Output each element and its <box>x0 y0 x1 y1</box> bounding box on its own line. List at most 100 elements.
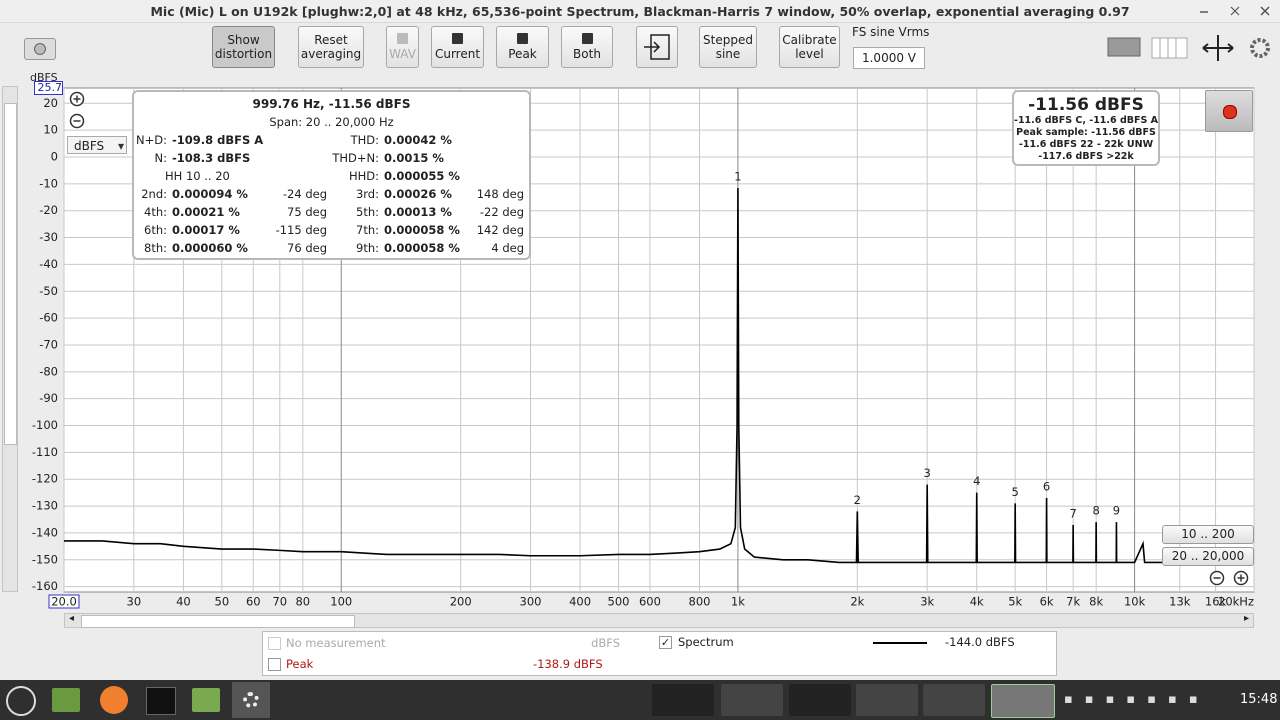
toolbar-button[interactable]: Stepped sine <box>699 26 757 68</box>
y-tick-label: -140 <box>32 525 58 539</box>
dist-value: 0.000060 % <box>172 241 248 255</box>
taskbar: ▪▪▪▪▪▪▪ 15:48 <box>0 680 1280 720</box>
menu-icon[interactable] <box>6 686 36 716</box>
level-line: -11.6 dBFS 22 - 22k UNW <box>1018 139 1154 150</box>
y-tick-label: 0 <box>51 150 58 164</box>
x-tick-label: 20.0 <box>51 595 77 609</box>
y-top-value[interactable]: 25.7 <box>34 81 63 95</box>
harmonic-label: 2 <box>854 493 861 507</box>
range-button[interactable]: 10 .. 200 <box>1162 525 1254 544</box>
y-tick-label: -160 <box>32 579 58 593</box>
view-icons[interactable] <box>1100 34 1272 62</box>
zoom-icons-right[interactable] <box>1208 569 1252 587</box>
y-tick-label: -40 <box>39 257 58 271</box>
y-tick-label: -10 <box>39 176 58 190</box>
dist-value: -109.8 dBFS A <box>172 133 264 147</box>
y-tick-label: -100 <box>32 418 58 432</box>
x-tick-label: 16k <box>1205 595 1227 609</box>
x-tick-label: 8k <box>1089 595 1103 609</box>
app-icon[interactable] <box>192 688 220 712</box>
dist-label: 5th: <box>356 205 379 219</box>
app-icon[interactable] <box>146 687 176 715</box>
dist-value: 0.00042 % <box>384 133 452 147</box>
zoom-icons-left[interactable] <box>68 91 86 131</box>
window-controls[interactable] <box>1195 4 1275 18</box>
v-scrollbar[interactable] <box>2 86 18 592</box>
x-tick-label: 100 <box>330 595 352 609</box>
y-tick-label: -150 <box>32 552 58 566</box>
workspace[interactable] <box>789 684 851 716</box>
dist-label: THD+N: <box>332 151 379 165</box>
y-tick-label: -130 <box>32 499 58 513</box>
x-tick-label: 20kHz <box>1218 595 1254 609</box>
button-label: Both <box>573 47 601 61</box>
fs-label: FS sine Vrms <box>852 25 930 39</box>
dist-label: HH 10 .. 20 <box>165 169 230 183</box>
x-tick-label: 50 <box>215 595 230 609</box>
dist-label: N: <box>154 151 167 165</box>
level-line: -117.6 dBFS >22k <box>1038 151 1134 162</box>
toolbar-button[interactable]: Reset averaging <box>298 26 364 68</box>
floppy-icon <box>581 33 593 44</box>
fs-input[interactable]: 1.0000 V <box>853 47 925 69</box>
x-tick-label: 70 <box>272 595 287 609</box>
record-button[interactable] <box>1205 90 1253 132</box>
tray-icons[interactable]: ▪▪▪▪▪▪▪ <box>1064 692 1210 707</box>
range-button[interactable]: 20 .. 20,000 <box>1162 547 1254 566</box>
button-label: Stepped sine <box>703 33 753 61</box>
level-box: -11.56 dBFS -11.6 dBFS C, -11.6 dBFS A Pe… <box>1012 90 1160 166</box>
harmonic-label: 5 <box>1012 485 1019 499</box>
dist-value: 0.000058 % <box>384 241 460 255</box>
x-tick-label: 6k <box>1040 595 1054 609</box>
toolbar-button[interactable]: Calibrate level <box>779 26 840 68</box>
y-tick-label: -20 <box>39 203 58 217</box>
dist-label: HHD: <box>348 169 379 183</box>
dist-value: 0.000094 % <box>172 187 248 201</box>
distortion-panel: 999.76 Hz, -11.56 dBFS Span: 20 .. 20,00… <box>132 90 531 260</box>
x-tick-label: 600 <box>639 595 661 609</box>
workspace[interactable] <box>856 684 918 716</box>
button-label: Calibrate level <box>782 33 837 61</box>
dist-phase: -24 deg <box>282 187 327 201</box>
toolbar-button[interactable]: WAV <box>386 26 419 68</box>
dist-phase: -22 deg <box>479 205 524 219</box>
workspace[interactable] <box>652 684 714 716</box>
app-icon[interactable] <box>52 688 80 712</box>
toolbar-button[interactable]: Peak <box>496 26 549 68</box>
toolbar-button[interactable]: Show distortion <box>212 26 275 68</box>
x-tick-label: 10k <box>1124 595 1146 609</box>
dist-value: 0.00017 % <box>172 223 240 237</box>
workspace[interactable] <box>721 684 783 716</box>
checkbox[interactable]: ✓ <box>659 636 672 649</box>
app-icon-active[interactable] <box>232 682 270 718</box>
legend-value: -144.0 dBFS <box>945 635 1015 649</box>
toolbar-button[interactable]: Current <box>431 26 484 68</box>
checkbox[interactable] <box>268 658 281 671</box>
workspace[interactable] <box>923 684 985 716</box>
button-label: Current <box>434 47 481 61</box>
unit-select[interactable]: dBFS ▾ <box>67 136 127 154</box>
h-scrollbar[interactable]: ◂ ▸ <box>64 613 1254 628</box>
toolbar-button[interactable] <box>636 26 678 68</box>
workspace[interactable] <box>991 684 1055 718</box>
x-tick-label: 500 <box>608 595 630 609</box>
checkbox[interactable] <box>268 637 281 650</box>
dist-phase: 76 deg <box>287 241 327 255</box>
dist-label: 6th: <box>144 223 167 237</box>
y-tick-label: -50 <box>39 284 58 298</box>
dist-value: 0.0015 % <box>384 151 444 165</box>
harmonic-label: 8 <box>1092 504 1099 518</box>
x-tick-label: 2k <box>850 595 864 609</box>
x-tick-label: 800 <box>689 595 711 609</box>
toolbar-button[interactable]: Both <box>561 26 613 68</box>
level-main: -11.56 dBFS <box>1028 95 1144 115</box>
app-icon[interactable] <box>100 686 128 714</box>
camera-icon[interactable] <box>24 38 56 60</box>
dist-label: THD: <box>350 133 379 147</box>
y-tick-label: -80 <box>39 364 58 378</box>
y-unit: dBFS <box>30 71 58 84</box>
dist-span: Span: 20 .. 20,000 Hz <box>269 115 394 129</box>
floppy-icon <box>517 33 528 44</box>
legend-name: Spectrum <box>678 635 734 649</box>
y-tick-label: -90 <box>39 391 58 405</box>
